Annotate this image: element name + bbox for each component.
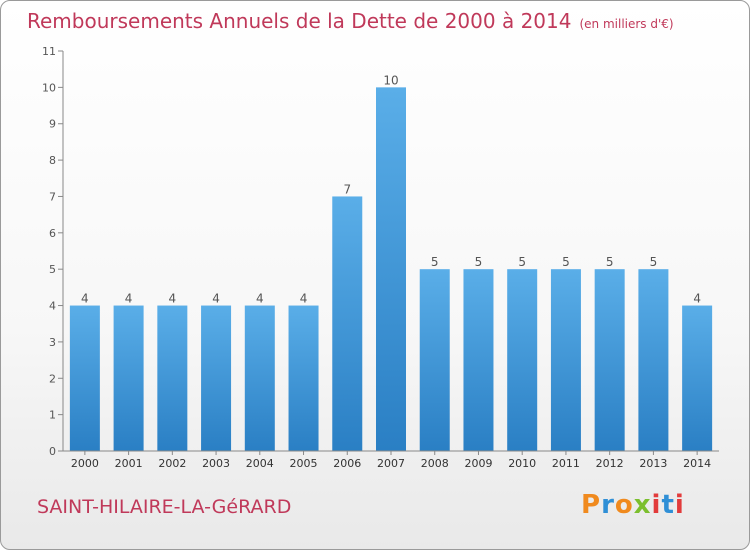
- y-tick-label: 10: [42, 81, 56, 94]
- x-tick-label: 2006: [333, 457, 361, 470]
- chart-title: Remboursements Annuels de la Dette de 20…: [27, 9, 674, 33]
- data-label: 5: [606, 255, 614, 269]
- y-tick-label: 4: [49, 300, 56, 313]
- logo-letter: r: [601, 490, 615, 520]
- bar: [463, 269, 494, 451]
- bar: [157, 305, 188, 451]
- x-tick-label: 2011: [552, 457, 580, 470]
- y-tick-label: 5: [49, 263, 56, 276]
- bar: [69, 305, 100, 451]
- bar: [594, 269, 625, 451]
- logo-letter: P: [581, 490, 602, 520]
- data-label: 7: [343, 182, 351, 196]
- bar: [376, 87, 406, 451]
- bar: [507, 269, 538, 451]
- x-tick-label: 2000: [71, 457, 99, 470]
- data-label: 4: [693, 292, 701, 306]
- logo-letter: i: [674, 490, 685, 520]
- place-name: SAINT-HILAIRE-LA-GéRARD: [37, 496, 292, 518]
- bar: [332, 196, 363, 451]
- y-tick-label: 6: [49, 227, 56, 240]
- x-tick-label: 2002: [158, 457, 186, 470]
- x-tick-label: 2012: [596, 457, 624, 470]
- bar: [682, 305, 713, 451]
- logo-letter: t: [661, 490, 675, 520]
- y-tick-label: 0: [49, 445, 56, 458]
- data-label: 5: [518, 255, 526, 269]
- data-label: 4: [125, 292, 133, 306]
- logo-letter: o: [614, 490, 634, 520]
- data-label: 5: [562, 255, 570, 269]
- y-tick-label: 2: [49, 372, 56, 385]
- logo-letter: i: [651, 490, 662, 520]
- chart-title-text: Remboursements Annuels de la Dette de 20…: [27, 9, 572, 33]
- x-tick-label: 2014: [683, 457, 711, 470]
- data-label: 10: [383, 73, 398, 87]
- bar: [244, 305, 275, 451]
- data-label: 4: [81, 292, 89, 306]
- y-tick-label: 3: [49, 336, 56, 349]
- proxiti-logo: Proxiti: [581, 490, 685, 520]
- bar: [419, 269, 450, 451]
- y-tick-label: 9: [49, 118, 56, 131]
- y-tick-label: 11: [42, 45, 56, 58]
- y-tick-label: 7: [49, 190, 56, 203]
- data-label: 5: [431, 255, 439, 269]
- x-tick-label: 2008: [421, 457, 449, 470]
- chart-unit: (en milliers d'€): [579, 17, 674, 31]
- data-label: 4: [212, 292, 220, 306]
- bar: [288, 305, 319, 451]
- x-tick-label: 2007: [377, 457, 405, 470]
- x-tick-label: 2010: [508, 457, 536, 470]
- bar: [113, 305, 144, 451]
- data-label: 5: [650, 255, 658, 269]
- bar: [638, 269, 669, 451]
- x-tick-label: 2003: [202, 457, 230, 470]
- x-tick-label: 2005: [290, 457, 318, 470]
- y-tick-label: 1: [49, 409, 56, 422]
- x-tick-label: 2013: [639, 457, 667, 470]
- x-tick-label: 2001: [115, 457, 143, 470]
- bar: [550, 269, 581, 451]
- data-label: 4: [169, 292, 177, 306]
- x-tick-label: 2004: [246, 457, 274, 470]
- x-tick-label: 2009: [464, 457, 492, 470]
- y-tick-label: 8: [49, 154, 56, 167]
- logo-letter: x: [633, 490, 652, 520]
- bar: [201, 305, 232, 451]
- data-label: 4: [300, 292, 308, 306]
- data-label: 5: [475, 255, 483, 269]
- data-label: 4: [256, 292, 264, 306]
